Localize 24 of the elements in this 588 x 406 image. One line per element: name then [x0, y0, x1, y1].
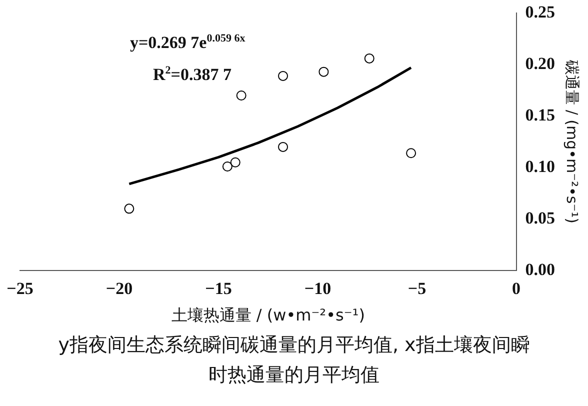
point — [318, 66, 329, 77]
x-tick-label: −25 — [6, 278, 34, 298]
y-axis-title: 碳通量 / (mg•m⁻²•s⁻¹) — [563, 59, 582, 224]
point — [222, 161, 232, 172]
point — [364, 53, 374, 64]
x-tick-label: −20 — [106, 278, 133, 298]
y-tick-label: 0.00 — [525, 260, 555, 279]
x-tick-label: −15 — [205, 278, 232, 298]
point — [230, 157, 240, 168]
x-axis-title: 土壤热通量 / (w•m⁻²•s⁻¹) — [171, 306, 365, 325]
x-tick-label: −5 — [408, 278, 426, 298]
point — [406, 148, 416, 158]
x-tick-label: −10 — [304, 278, 332, 298]
y-tick-label: 0.15 — [525, 105, 555, 124]
x-tick-label: 0 — [512, 278, 520, 298]
y-tick-label: 0.25 — [525, 2, 555, 22]
point — [278, 70, 288, 81]
y-tick-label: 0.20 — [525, 54, 555, 74]
point — [124, 204, 134, 214]
point — [278, 142, 288, 152]
y-tick-label: 0.10 — [525, 156, 555, 176]
y-tick-label: 0.05 — [525, 208, 555, 228]
text: y指夜间生态系统瞬间碳通量的月平均值, x指土壤夜间瞬时热通量的月平均值 — [57, 333, 531, 388]
point — [236, 90, 246, 101]
